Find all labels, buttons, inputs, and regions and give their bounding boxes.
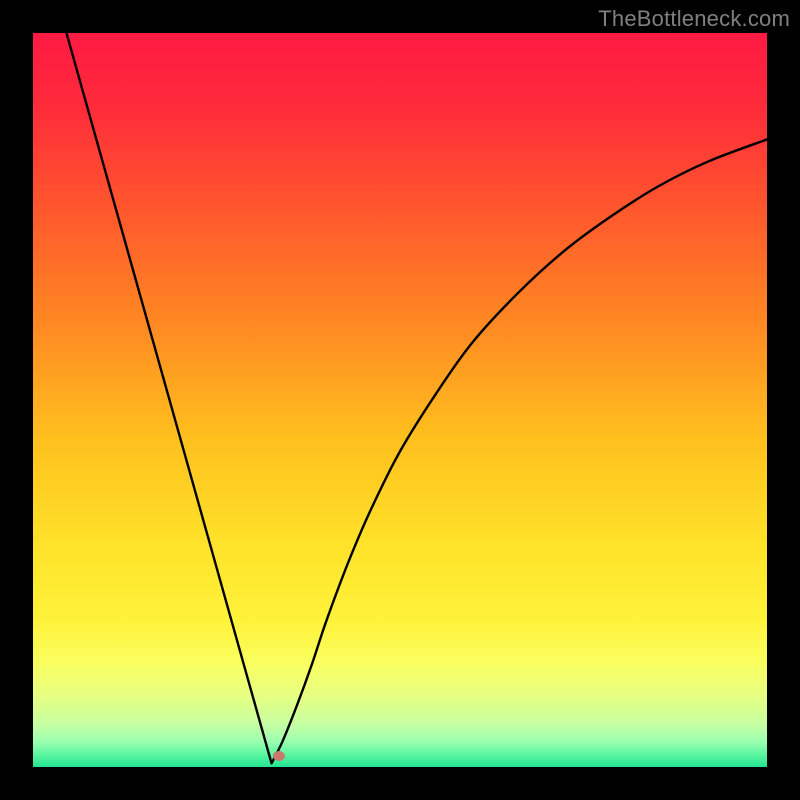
plot-area [33, 33, 767, 767]
optimal-point-marker [273, 751, 285, 761]
gradient-background [33, 33, 767, 767]
attribution-text: TheBottleneck.com [598, 6, 790, 32]
chart-svg [33, 33, 767, 767]
chart-container: TheBottleneck.com [0, 0, 800, 800]
